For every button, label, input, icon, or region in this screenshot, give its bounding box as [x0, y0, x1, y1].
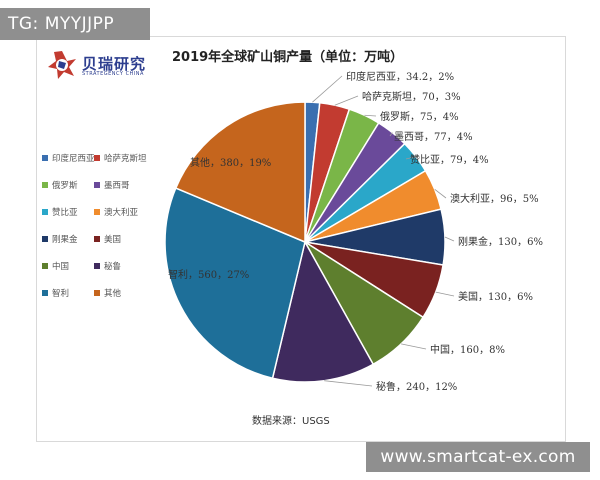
legend-label: 其他 [104, 289, 122, 299]
leader-line-1 [312, 75, 343, 103]
pie-slice-10 [271, 239, 375, 383]
data-label-9: 中国，160，8% [430, 343, 505, 356]
legend-label: 俄罗斯 [52, 181, 78, 191]
legend-item: 印度尼西亚 [42, 152, 95, 164]
legend-swatch [42, 182, 48, 188]
leader-line-2 [334, 95, 359, 106]
logo-icon [48, 51, 76, 79]
data-label-7: 刚果金，130，6% [458, 235, 543, 248]
logo-subtitle: STRATEGENCY CHINA [82, 71, 144, 77]
legend-swatch [94, 155, 100, 161]
legend-swatch [42, 263, 48, 269]
leader-line-5 [405, 156, 417, 160]
legend-item: 俄罗斯 [42, 179, 78, 191]
data-label-8: 美国，130，6% [458, 290, 533, 303]
leader-line-10 [324, 380, 373, 387]
data-label-12: 其他，380，19% [190, 156, 271, 169]
legend-label: 美国 [104, 235, 122, 245]
data-label-3: 俄罗斯，75，4% [380, 110, 459, 123]
legend-label: 哈萨克斯坦 [104, 154, 147, 164]
legend-swatch [94, 290, 100, 296]
legend-item: 智利 [42, 287, 69, 299]
legend-item: 刚果金 [42, 233, 78, 245]
leader-line-9 [400, 343, 427, 350]
data-label-2: 哈萨克斯坦，70，3% [362, 90, 461, 103]
legend-label: 澳大利亚 [104, 208, 139, 218]
leader-line-6 [434, 189, 447, 199]
legend-item: 赞比亚 [42, 206, 78, 218]
legend-label: 秘鲁 [104, 262, 122, 272]
leader-line-8 [435, 291, 455, 297]
data-label-11: 智利，560，27% [168, 268, 249, 281]
data-label-1: 印度尼西亚，34.2，2% [346, 70, 454, 83]
chart-title: 2019年全球矿山铜产量（单位：万吨） [172, 50, 404, 65]
pie-slice-11 [164, 187, 306, 380]
legend-item: 墨西哥 [94, 179, 130, 191]
legend-swatch [94, 236, 100, 242]
legend-item: 哈萨克斯坦 [94, 152, 147, 164]
legend-swatch [94, 263, 100, 269]
legend-label: 赞比亚 [52, 208, 78, 218]
legend-swatch [42, 290, 48, 296]
legend-item: 中国 [42, 260, 69, 272]
legend-swatch [94, 209, 100, 215]
legend-swatch [42, 236, 48, 242]
data-label-10: 秘鲁，240，12% [376, 380, 457, 393]
chart-source: 数据来源：USGS [252, 416, 330, 427]
legend-item: 美国 [94, 233, 121, 245]
legend-item: 其他 [94, 287, 121, 299]
data-label-6: 澳大利亚，96，5% [450, 192, 539, 205]
legend-label: 刚果金 [52, 235, 78, 245]
logo-name: 贝瑞研究 [82, 55, 147, 73]
legend-item: 秘鲁 [94, 260, 121, 272]
watermark-top-left: TG: MYYJJPP [0, 8, 150, 40]
leader-line-3 [364, 114, 377, 117]
legend-swatch [42, 155, 48, 161]
data-label-5: 赞比亚，79，4% [410, 153, 489, 166]
watermark-bottom-right: www.smartcat-ex.com [366, 442, 590, 472]
legend-item: 澳大利亚 [94, 206, 138, 218]
legend-swatch [94, 182, 100, 188]
leader-line-4 [389, 132, 393, 137]
legend-label: 智利 [52, 289, 70, 299]
leader-line-7 [444, 236, 455, 242]
data-label-4: 墨西哥，77，4% [394, 131, 473, 143]
legend-label: 印度尼西亚 [52, 154, 95, 164]
legend-label: 中国 [52, 262, 70, 272]
pie-slice-12 [174, 101, 306, 244]
legend-swatch [42, 209, 48, 215]
legend-label: 墨西哥 [104, 181, 130, 191]
